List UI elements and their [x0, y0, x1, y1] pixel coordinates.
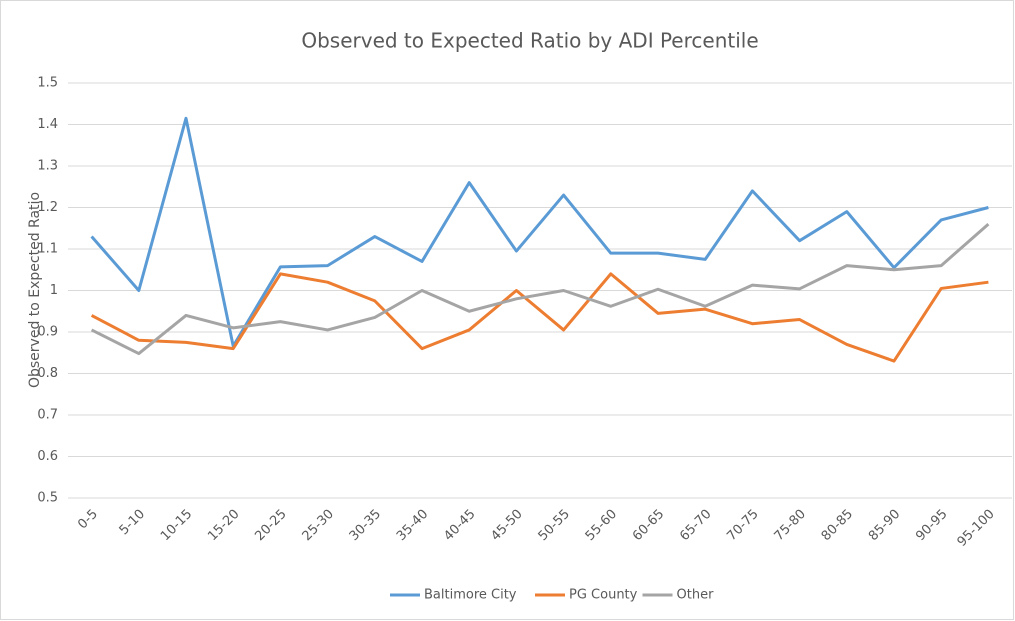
chart-title: Observed to Expected Ratio by ADI Percen…: [301, 29, 758, 53]
series-line: [90, 116, 989, 348]
legend-label: Baltimore City: [424, 588, 517, 603]
legend-label: PG County: [569, 588, 638, 603]
legend-label: Other: [677, 588, 715, 603]
y-tick-label: 1: [50, 283, 58, 298]
y-axis-label: Observed to Expected Ratio: [27, 192, 43, 388]
y-tick-label: 1.3: [37, 159, 58, 174]
series-line: [90, 222, 990, 356]
y-tick-label: 0.5: [37, 491, 58, 506]
y-tick-label: 0.9: [37, 325, 58, 340]
y-tick-label: 1.2: [37, 200, 58, 215]
y-tick-label: 1.1: [37, 242, 58, 257]
y-tick-label: 1.5: [37, 76, 58, 91]
y-tick-label: 0.8: [37, 366, 58, 381]
y-tick-label: 0.7: [37, 408, 58, 423]
y-tick-label: 0.6: [37, 449, 58, 464]
y-tick-label: 1.4: [37, 117, 58, 132]
series-line: [90, 272, 989, 363]
